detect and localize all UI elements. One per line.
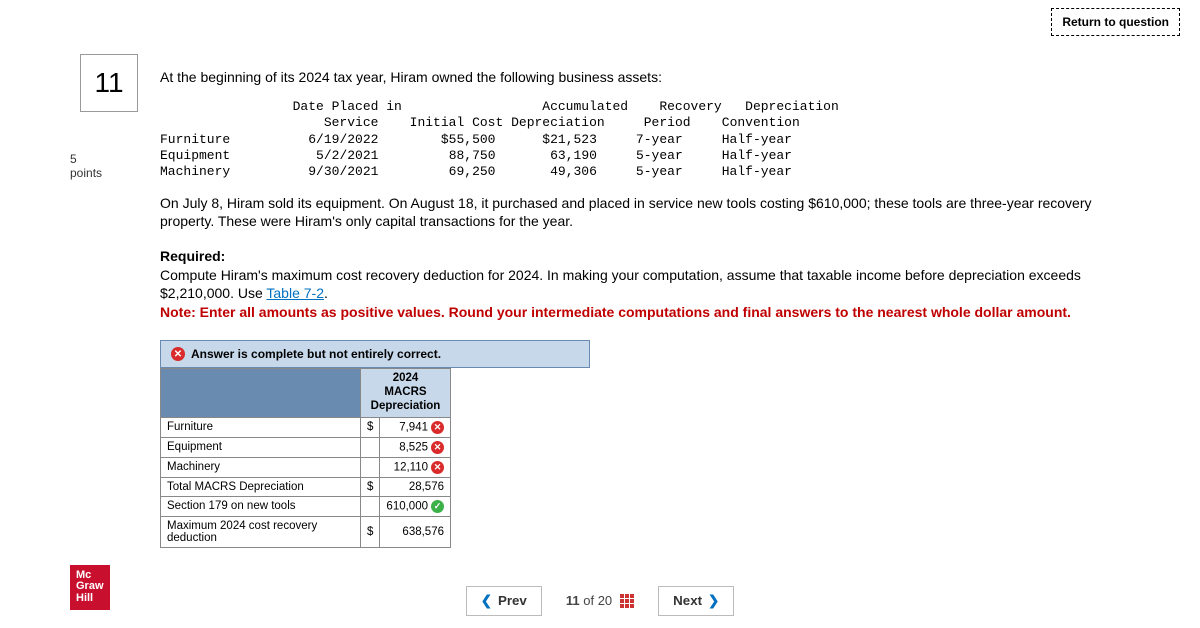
return-to-question-button[interactable]: Return to question [1051, 8, 1180, 36]
question-nav: ❮Prev 11 of 20 Next❯ [0, 568, 1200, 628]
x-icon: ✕ [431, 461, 444, 474]
col-header: 2024 MACRS Depreciation [361, 369, 451, 417]
points-label: points [70, 166, 160, 180]
asset-table: Date Placed in Accumulated Recovery Depr… [160, 99, 1140, 180]
x-icon: ✕ [171, 347, 185, 361]
required-block: Required: Compute Hiram's maximum cost r… [160, 247, 1140, 323]
status-banner: ✕ Answer is complete but not entirely co… [160, 340, 590, 368]
table-row: Maximum 2024 cost recovery deduction $ 6… [161, 516, 451, 547]
publisher-logo: McGrawHill [70, 565, 110, 610]
table-link[interactable]: Table 7-2 [266, 285, 324, 301]
intro-text: At the beginning of its 2024 tax year, H… [160, 69, 1140, 85]
question-number: 11 [80, 54, 138, 112]
blank-header [161, 369, 361, 417]
table-row: Machinery 12,110✕ [161, 457, 451, 477]
narrative-text: On July 8, Hiram sold its equipment. On … [160, 194, 1140, 230]
table-row: Total MACRS Depreciation $ 28,576 [161, 477, 451, 496]
table-row: Equipment 8,525✕ [161, 437, 451, 457]
table-row: Furniture $ 7,941✕ [161, 417, 451, 437]
x-icon: ✕ [431, 421, 444, 434]
points-value: 5 [70, 152, 160, 166]
status-text: Answer is complete but not entirely corr… [191, 347, 441, 361]
table-row: Section 179 on new tools 610,000✓ [161, 496, 451, 516]
left-column: 11 5 points [70, 44, 160, 548]
x-icon: ✕ [431, 441, 444, 454]
check-icon: ✓ [431, 500, 444, 513]
answer-table: 2024 MACRS Depreciation Furniture $ 7,94… [160, 368, 451, 547]
required-heading: Required: [160, 248, 225, 264]
required-note: Note: Enter all amounts as positive valu… [160, 304, 1071, 320]
required-body-b: . [324, 285, 328, 301]
